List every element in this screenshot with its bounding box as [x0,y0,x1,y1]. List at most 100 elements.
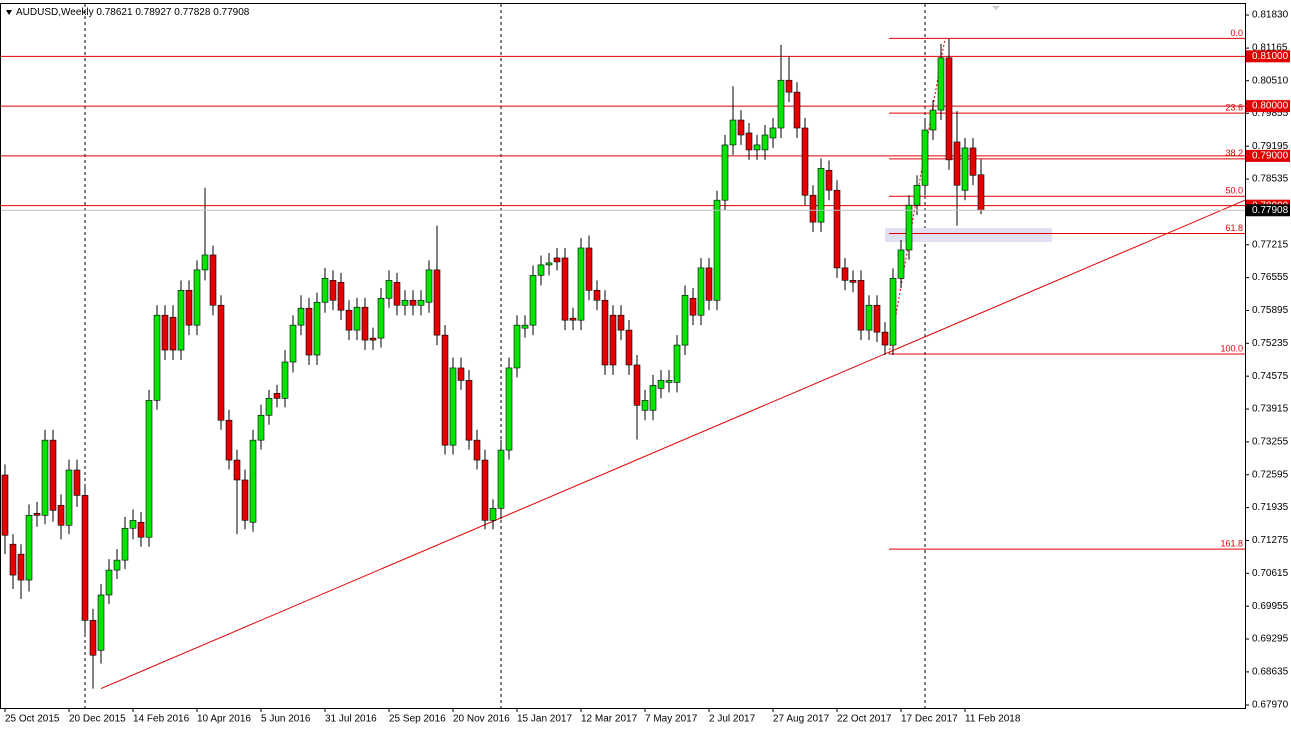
open-value: 0.78621 [96,7,133,18]
low-value: 0.77828 [174,7,211,18]
candle-body [377,297,385,339]
candle-body [489,508,497,521]
candle-body [761,134,769,151]
candle-body [465,380,473,441]
fib-label: 100.0 [1220,343,1243,353]
candle-body [785,79,793,93]
candle-body [153,314,161,401]
candle-body [537,264,545,276]
candle-body [193,269,201,326]
menu-arrow [6,10,12,15]
candle-body [17,553,25,581]
x-tick-label: 7 May 2017 [645,714,698,725]
candle-body [873,304,881,333]
fib-label: 161.8 [1220,539,1243,549]
y-tick-label: 0.79195 [1252,141,1289,152]
candle-body [265,398,273,416]
y-tick-label: 0.80510 [1252,75,1289,86]
y-tick-label: 0.70615 [1252,568,1289,579]
candle-body [353,306,361,331]
candle-body [529,275,537,326]
candle-body [121,527,129,561]
current-price-label: 0.77908 [1252,205,1289,216]
candle-body [649,385,657,411]
x-tick-label: 5 Jun 2016 [261,714,311,725]
trendline [100,199,1246,690]
candle-body [569,317,577,321]
candle-body [201,254,209,271]
candle-body [73,469,81,496]
candle-body [673,344,681,383]
candle-body [49,439,57,511]
candle-body [313,301,321,356]
candle-body [393,282,401,306]
x-tick-label: 15 Jan 2017 [517,714,572,725]
candle-body [433,269,441,336]
candle-body [513,324,521,369]
y-tick-label: 0.76555 [1252,272,1289,283]
candle-body [945,57,953,161]
candle-body [809,194,817,223]
candle-body [249,439,257,523]
candle-body [145,400,153,538]
candle-body [1,474,9,536]
candle-body [385,280,393,299]
candle-body [417,299,425,306]
candle-body [257,414,265,441]
candle-body [441,334,449,446]
x-tick-label: 22 Oct 2017 [837,714,892,725]
x-tick-label: 14 Feb 2016 [133,714,190,725]
candle-body [745,132,753,151]
candle-body [329,280,337,301]
candle-body [81,495,89,621]
candle-body [161,314,169,351]
y-tick-label: 0.73255 [1252,437,1289,448]
candle-body [553,257,561,263]
y-tick-label: 0.78535 [1252,174,1289,185]
price-level-label: 0.80000 [1252,101,1289,112]
x-tick-label: 10 Apr 2016 [197,714,251,725]
candle-body [769,127,777,139]
candle-body [961,147,969,191]
candle-body [177,290,185,351]
y-tick-label: 0.73915 [1252,404,1289,415]
candle-body [905,204,913,251]
candle-body [937,57,945,111]
candle-body [209,254,217,306]
candle-body [281,361,289,399]
candle-body [305,307,313,356]
candle-body [169,316,177,351]
x-tick-label: 31 Jul 2016 [325,714,377,725]
x-tick-label: 25 Oct 2015 [5,714,60,725]
candle-body [401,299,409,306]
candle-body [697,267,705,316]
y-tick-label: 0.72595 [1252,469,1289,480]
candle-body [97,594,105,651]
candle-body [129,520,137,529]
y-tick-label: 0.81165 [1252,43,1288,54]
candle-body [857,280,865,331]
x-tick-label: 11 Feb 2018 [965,714,1021,725]
candle-body [241,479,249,521]
price-level-box [1246,149,1290,162]
high-value: 0.78927 [135,7,172,18]
candle-body [913,184,921,206]
candle-body [521,324,529,329]
candle-body [833,189,841,269]
candle-body [273,393,281,399]
candle-body [977,174,985,211]
candle-body [841,267,849,281]
candle-body [777,79,785,129]
candle-body [497,449,505,509]
y-tick-label: 0.69955 [1252,601,1289,612]
candle-body [657,380,665,389]
candle-body [113,559,121,571]
candle-body [625,329,633,366]
candle-body [9,543,17,576]
candle-body [449,367,457,446]
candle-body [41,439,49,516]
candle-body [321,278,329,303]
fib-label: 0.0 [1230,28,1243,38]
candle-body [25,515,33,581]
price-level-box [1246,50,1290,63]
